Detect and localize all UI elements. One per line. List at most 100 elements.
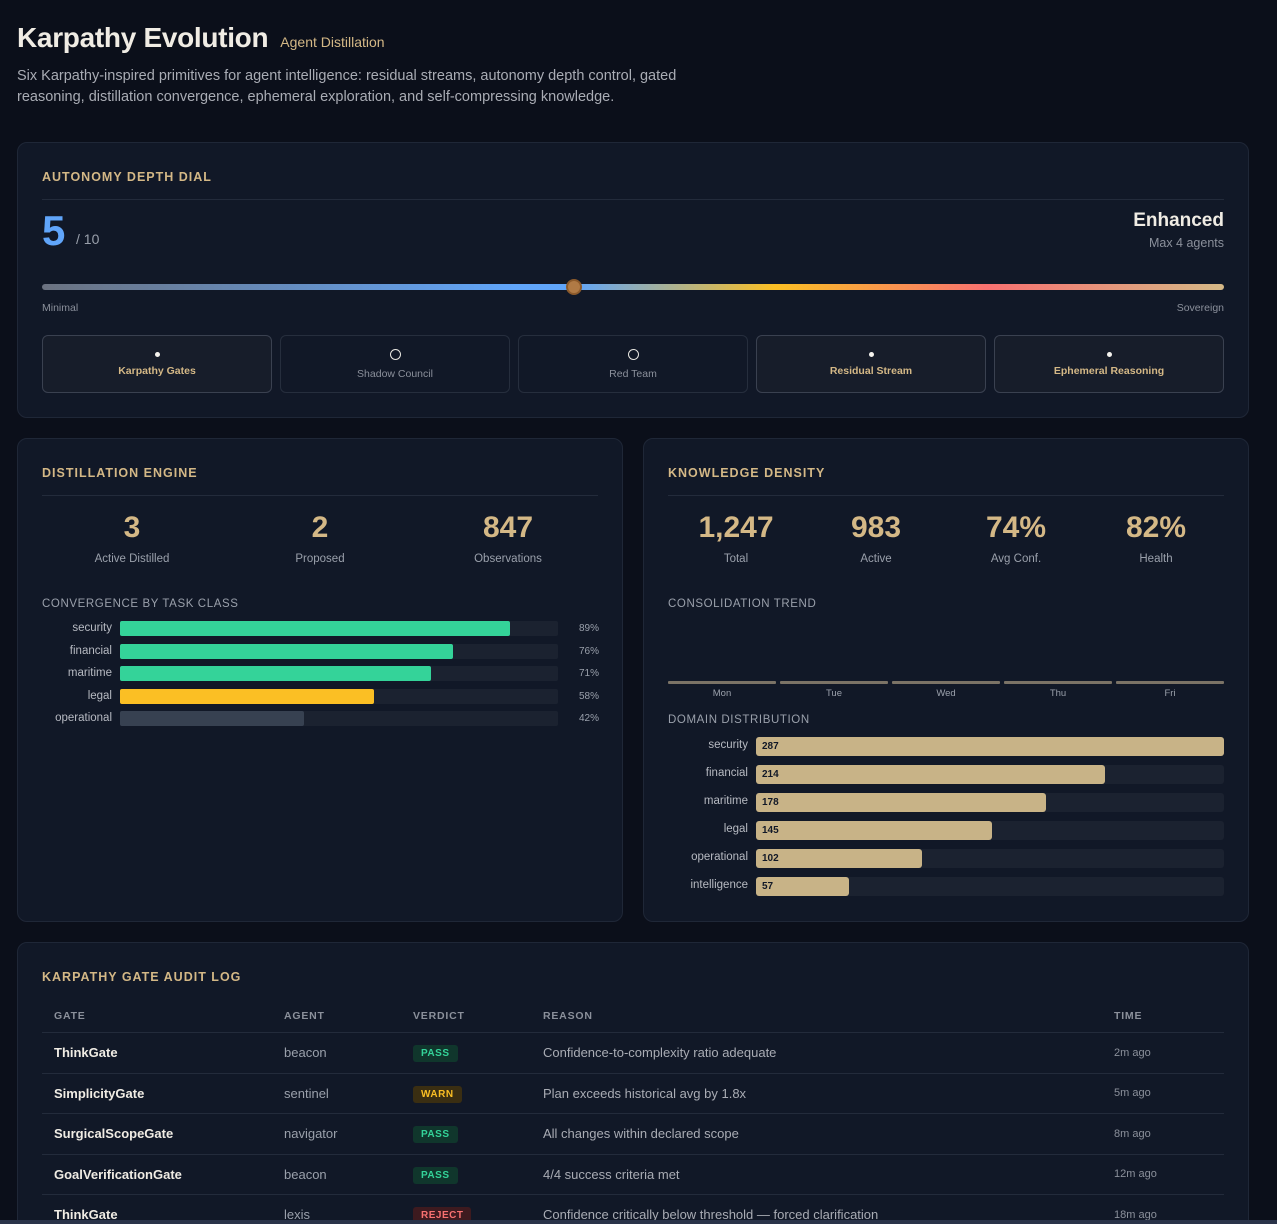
stat-avg-confidence: 74% Avg Conf.: [948, 511, 1084, 565]
audit-table: GATE AGENT VERDICT REASON TIME ThinkGate…: [42, 999, 1224, 1224]
column-header-reason[interactable]: REASON: [543, 1009, 593, 1022]
column-header-verdict[interactable]: VERDICT: [413, 1009, 465, 1022]
domain-bar-track: 287: [756, 737, 1224, 756]
domain-label: legal: [723, 823, 748, 835]
convergence-row-security: security 89%: [42, 621, 599, 637]
stat-value: 74%: [985, 511, 1047, 544]
timestamp: 5m ago: [1114, 1087, 1151, 1100]
card-title: AUTONOMY DEPTH DIAL: [42, 170, 212, 184]
trend-column-tue: Tue: [780, 681, 888, 699]
verdict-cell: PASS: [413, 1043, 543, 1063]
domain-distribution-title: DOMAIN DISTRIBUTION: [668, 714, 810, 726]
knowledge-density-card: KNOWLEDGE DENSITY 1,247 Total 983 Active…: [643, 438, 1249, 922]
domain-bar: 57: [756, 877, 849, 896]
stat-active: 983 Active: [808, 511, 944, 565]
convergence-bar-track: [120, 643, 558, 659]
feature-label: Residual Stream: [829, 364, 913, 377]
stat-value: 2: [311, 511, 329, 544]
convergence-bar: [120, 643, 453, 659]
convergence-bar: [120, 666, 431, 681]
convergence-row-operational: operational 42%: [42, 711, 599, 727]
verdict-badge: PASS: [413, 1166, 458, 1184]
column-header-agent[interactable]: AGENT: [284, 1009, 325, 1022]
divider: [668, 495, 1224, 496]
table-row[interactable]: ThinkGate lexis REJECT Confidence criticall…: [42, 1195, 1224, 1224]
domain-row-intelligence: intelligence 57: [668, 877, 1224, 896]
feature-toggle-shadow-council[interactable]: Shadow Council: [280, 335, 510, 393]
domain-label: security: [708, 739, 748, 751]
domain-label: maritime: [703, 795, 748, 807]
table-header: GATE AGENT VERDICT REASON TIME: [42, 999, 1224, 1033]
trend-bar: [892, 681, 1000, 684]
convergence-title: CONVERGENCE BY TASK CLASS: [42, 598, 239, 610]
feature-toggle-residual-stream[interactable]: Residual Stream: [756, 335, 986, 393]
consolidation-trend-chart: Mon Tue Wed Thu Fri: [668, 681, 1224, 699]
stat-health: 82% Health: [1088, 511, 1224, 565]
domain-bar: 178: [756, 793, 1047, 812]
domain-bar: 145: [756, 821, 993, 840]
convergence-label: legal: [87, 689, 112, 702]
card-title: DISTILLATION ENGINE: [42, 466, 198, 480]
consolidation-trend-title: CONSOLIDATION TREND: [668, 598, 817, 610]
table-row[interactable]: SimplicityGate sentinel WARN Plan exceeds h…: [42, 1074, 1224, 1114]
table-row[interactable]: SurgicalScopeGate navigator PASS All change…: [42, 1114, 1224, 1155]
convergence-bar: [120, 621, 510, 636]
convergence-bar: [120, 688, 375, 704]
stat-total: 1,247 Total: [668, 511, 804, 565]
depth-level-detail: Max 4 agents: [1148, 236, 1224, 250]
domain-label: intelligence: [690, 879, 748, 891]
convergence-bar-track: [120, 711, 558, 726]
gate-name: GoalVerificationGate: [54, 1166, 182, 1182]
trend-day-label: Fri: [1164, 688, 1176, 699]
stat-active-distilled: 3 Active Distilled: [42, 511, 222, 565]
convergence-bar: [120, 711, 304, 726]
table-row[interactable]: GoalVerificationGate beacon PASS 4/4 succes…: [42, 1155, 1224, 1195]
reason-text: All changes within declared scope: [543, 1126, 739, 1142]
stat-label: Health: [1139, 553, 1173, 565]
trend-column-mon: Mon: [668, 681, 776, 699]
depth-slider-track[interactable]: [42, 284, 1224, 290]
depth-level-name: Enhanced: [1133, 210, 1224, 231]
feature-toggle-ephemeral-reasoning[interactable]: Ephemeral Reasoning: [994, 335, 1224, 393]
enabled-dot-icon: [1106, 351, 1112, 357]
trend-column-wed: Wed: [892, 681, 1000, 699]
table-row[interactable]: ThinkGate beacon PASS Confidence-to-complex…: [42, 1033, 1224, 1074]
stat-value: 82%: [1125, 511, 1187, 544]
stat-value: 847: [482, 511, 534, 544]
trend-bar: [1004, 681, 1112, 684]
verdict-badge: PASS: [413, 1126, 458, 1144]
convergence-percent: 89%: [578, 623, 599, 634]
gate-name: SurgicalScopeGate: [54, 1126, 174, 1142]
page-subtitle: Agent Distillation: [280, 34, 385, 50]
timestamp: 12m ago: [1114, 1168, 1157, 1181]
stat-label: Avg Conf.: [990, 553, 1042, 565]
trend-bar: [668, 681, 776, 684]
domain-count: 178: [762, 797, 779, 808]
stat-label: Observations: [474, 553, 542, 565]
stat-label: Total: [723, 553, 749, 565]
depth-slider-thumb[interactable]: [565, 279, 582, 295]
reason-text: 4/4 success criteria met: [543, 1166, 680, 1182]
agent-name: beacon: [284, 1045, 327, 1061]
column-header-time[interactable]: TIME: [1114, 1009, 1143, 1022]
feature-toggle-red-team[interactable]: Red Team: [518, 335, 748, 393]
page-description: Six Karpathy-inspired primitives for age…: [17, 68, 677, 105]
window-scrollbar[interactable]: [0, 1220, 1277, 1224]
feature-label: Red Team: [609, 367, 657, 380]
domain-bar-track: 214: [756, 765, 1224, 784]
timestamp: 8m ago: [1114, 1127, 1151, 1140]
card-title: KARPATHY GATE AUDIT LOG: [42, 970, 242, 984]
column-header-gate[interactable]: GATE: [54, 1009, 86, 1022]
verdict-badge: REJECT: [413, 1207, 472, 1224]
trend-day-label: Mon: [712, 688, 732, 699]
domain-count: 102: [762, 853, 779, 864]
convergence-bar-track: [120, 621, 558, 636]
slider-min-label: Minimal: [42, 302, 79, 314]
feature-toggle-karpathy-gates[interactable]: Karpathy Gates: [42, 335, 272, 393]
gate-name: ThinkGate: [54, 1045, 118, 1061]
feature-label: Ephemeral Reasoning: [1053, 364, 1165, 377]
enabled-dot-icon: [868, 351, 874, 357]
domain-row-operational: operational 102: [668, 849, 1224, 868]
convergence-row-legal: legal 58%: [42, 688, 599, 705]
domain-bar-track: 57: [756, 877, 1224, 896]
